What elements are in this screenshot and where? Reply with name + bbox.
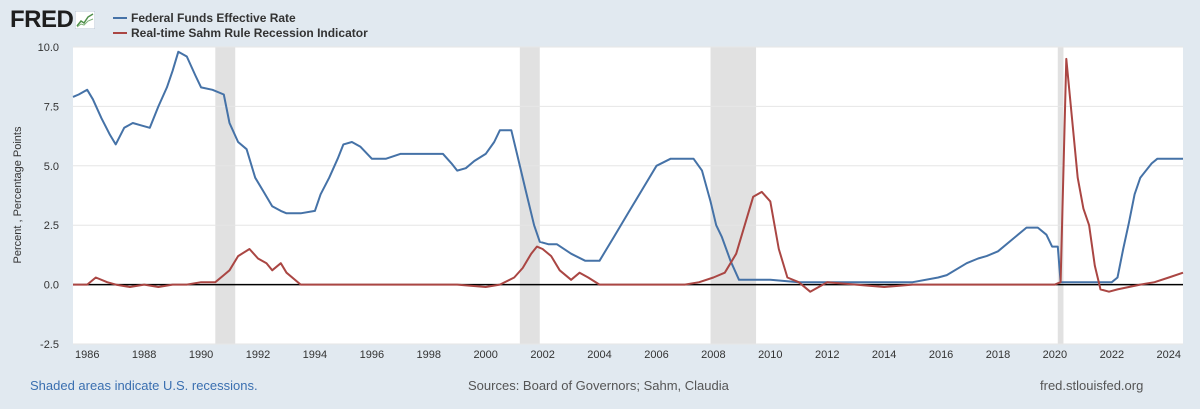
recession-shade-1 [519,47,540,344]
site-link[interactable]: fred.stlouisfed.org [1040,378,1144,393]
x-tick-label-9: 2004 [587,349,611,361]
x-tick-label-4: 1994 [303,349,327,361]
x-tick-label-8: 2002 [530,349,554,361]
y-tick-labels: -2.5 0.0 2.5 5.0 7.5 10.0 [38,42,59,351]
fred-chart-logo-icon [75,11,96,29]
x-tick-label-3: 1992 [246,349,270,361]
y-tick-label-4: 7.5 [44,101,59,113]
series-lines [72,50,1184,293]
recession-shades [215,47,1064,344]
sources-text: Sources: Board of Governors; Sahm, Claud… [468,378,729,393]
x-tick-label-6: 1998 [417,349,441,361]
grid-lines [73,46,1183,345]
chart-legend: Federal Funds Effective Rate Real-time S… [113,10,368,40]
recession-shade-2 [710,47,757,344]
fred-brand[interactable]: FRED [10,6,96,33]
y-tick-label-0: -2.5 [40,339,59,351]
x-tick-label-15: 2016 [929,349,953,361]
x-tick-label-16: 2018 [986,349,1010,361]
x-tick-labels: 1986 1988 1990 1992 1994 1996 1998 2000 2002 2004… [75,349,1181,361]
fred-logo-text: FRED [10,6,74,33]
legend-swatch-sahm [113,31,127,34]
recession-shade-3 [1057,47,1064,344]
x-tick-label-11: 2008 [701,349,725,361]
plot-area [73,47,1183,344]
legend-label-fed-funds: Federal Funds Effective Rate [131,10,296,25]
series-line-1 [73,57,1184,293]
y-tick-label-1: 0.0 [44,280,59,292]
x-tick-label-0: 1986 [75,349,99,361]
y-tick-label-3: 5.0 [44,161,59,173]
x-tick-label-17: 2020 [1043,349,1067,361]
y-axis-label: Percent , Percentage Points [12,126,24,263]
x-tick-label-2: 1990 [189,349,213,361]
legend-label-sahm: Real-time Sahm Rule Recession Indicator [131,25,368,40]
y-tick-label-2: 2.5 [44,220,59,232]
legend-item-sahm[interactable]: Real-time Sahm Rule Recession Indicator [113,25,368,40]
x-tick-label-10: 2006 [644,349,668,361]
recession-note-link[interactable]: Shaded areas indicate U.S. recessions. [30,378,258,393]
x-tick-label-14: 2014 [872,349,896,361]
x-tick-label-7: 2000 [473,349,497,361]
y-tick-label-5: 10.0 [38,42,59,54]
x-tick-label-5: 1996 [360,349,384,361]
x-tick-label-13: 2012 [815,349,839,361]
legend-item-fed-funds[interactable]: Federal Funds Effective Rate [113,10,368,25]
legend-swatch-fed-funds [113,16,127,19]
x-tick-label-19: 2024 [1157,349,1181,361]
series-line-0 [72,50,1183,284]
x-tick-label-1: 1988 [132,349,156,361]
x-tick-label-18: 2022 [1100,349,1124,361]
x-tick-label-12: 2010 [758,349,782,361]
